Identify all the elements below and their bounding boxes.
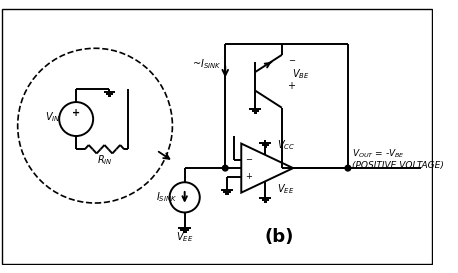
Circle shape (345, 165, 351, 171)
Text: +: + (245, 172, 252, 181)
Text: R$_{IN}$: R$_{IN}$ (97, 153, 112, 167)
Text: I$_{SINK}$: I$_{SINK}$ (156, 191, 177, 204)
Text: V$_{BE}$: V$_{BE}$ (292, 67, 310, 81)
Text: V$_{EE}$: V$_{EE}$ (176, 230, 193, 244)
Text: V$_{IN}$: V$_{IN}$ (45, 110, 60, 124)
Text: −: − (245, 155, 252, 164)
Circle shape (223, 165, 228, 171)
Text: −: − (288, 56, 295, 65)
Text: (b): (b) (264, 228, 294, 246)
Text: ~I$_{SINK}$: ~I$_{SINK}$ (191, 57, 221, 71)
Text: V$_{OUT}$ = -V$_{BE}$
(POSITIVE VOLTAGE): V$_{OUT}$ = -V$_{BE}$ (POSITIVE VOLTAGE) (352, 147, 443, 170)
Text: V$_{EE}$: V$_{EE}$ (277, 182, 294, 196)
Text: +: + (72, 108, 80, 118)
Text: V$_{CC}$: V$_{CC}$ (277, 138, 295, 152)
Text: +: + (287, 81, 295, 91)
